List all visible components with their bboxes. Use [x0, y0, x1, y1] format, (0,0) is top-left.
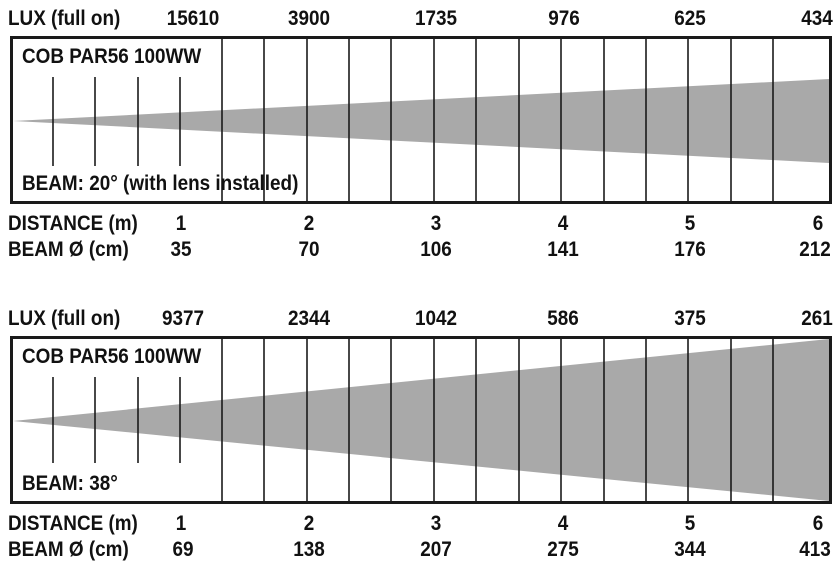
lux-value: 976 — [548, 7, 580, 30]
diameter-value: 212 — [799, 238, 831, 261]
lux-value: 3900 — [287, 7, 331, 30]
beam-box: COB PAR56 100WW BEAM: 20° (with lens ins… — [10, 36, 832, 204]
diameter-value: 70 — [298, 238, 320, 261]
distance-row-label: DISTANCE (m) — [8, 512, 138, 535]
diameter-value: 69 — [172, 538, 194, 561]
diameter-row-label: BEAM Ø (cm) — [8, 238, 129, 261]
diameter-value: 275 — [547, 538, 579, 561]
distance-value: 3 — [430, 512, 442, 535]
lux-value: 15610 — [166, 7, 220, 30]
distance-value: 5 — [684, 512, 696, 535]
distance-value: 3 — [430, 212, 442, 235]
lux-row-label: LUX (full on) — [8, 307, 121, 330]
diameter-row-label: BEAM Ø (cm) — [8, 538, 129, 561]
diameter-value: 141 — [547, 238, 579, 261]
beam-cone — [13, 339, 829, 501]
distance-value: 1 — [175, 212, 187, 235]
distance-value: 2 — [303, 212, 315, 235]
lux-value: 434 — [801, 7, 833, 30]
diameter-value: 138 — [293, 538, 325, 561]
fixture-model: COB PAR56 100WW — [22, 45, 202, 68]
distance-value: 2 — [303, 512, 315, 535]
lux-value: 1735 — [414, 7, 458, 30]
lux-value: 1042 — [414, 307, 458, 330]
distance-gridlines — [52, 339, 774, 501]
diameter-value: 413 — [799, 538, 831, 561]
lux-value: 375 — [674, 307, 706, 330]
distance-value: 6 — [812, 512, 824, 535]
diameter-value: 176 — [674, 238, 706, 261]
lux-row-label: LUX (full on) — [8, 7, 121, 30]
beam-box: COB PAR56 100WW BEAM: 38° — [10, 336, 832, 504]
lux-value: 9377 — [161, 307, 205, 330]
distance-value: 4 — [557, 212, 569, 235]
distance-row-label: DISTANCE (m) — [8, 212, 138, 235]
diameter-value: 344 — [674, 538, 706, 561]
lux-value: 2344 — [287, 307, 331, 330]
diameter-value: 35 — [170, 238, 192, 261]
distance-gridlines — [52, 39, 774, 201]
distance-value: 5 — [684, 212, 696, 235]
distance-value: 4 — [557, 512, 569, 535]
lux-value: 261 — [801, 307, 833, 330]
beam-drawing — [13, 339, 829, 501]
beam-cone — [13, 79, 829, 163]
distance-value: 1 — [175, 512, 187, 535]
diameter-value: 207 — [420, 538, 452, 561]
lux-value: 586 — [547, 307, 579, 330]
beam-angle-label: BEAM: 38° — [22, 472, 118, 495]
diameter-value: 106 — [420, 238, 452, 261]
fixture-model: COB PAR56 100WW — [22, 345, 202, 368]
beam-drawing — [13, 39, 829, 201]
lux-value: 625 — [674, 7, 706, 30]
distance-value: 6 — [812, 212, 824, 235]
beam-angle-label: BEAM: 20° (with lens installed) — [22, 172, 299, 195]
